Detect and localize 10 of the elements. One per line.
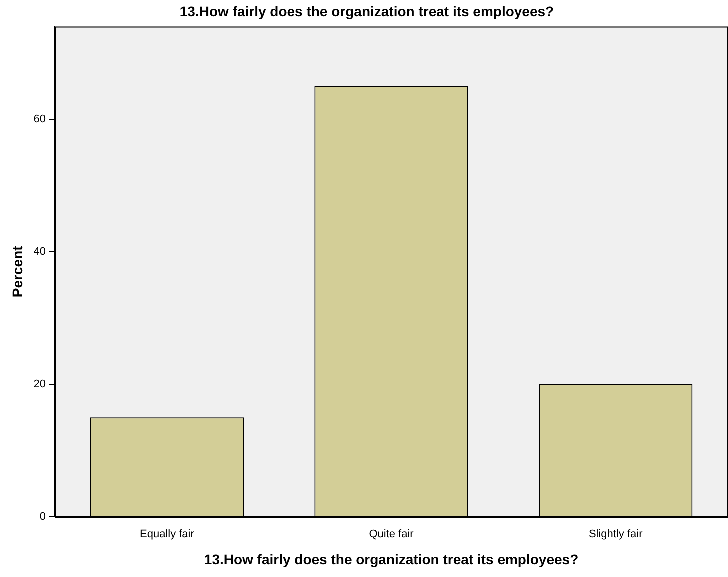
y-tick-label: 20 bbox=[34, 378, 46, 391]
x-axis-title: 13.How fairly does the organization treat its employees? bbox=[204, 551, 579, 568]
y-tick-label: 60 bbox=[34, 114, 46, 126]
chart-title: 13.How fairly does the organization treat its employees? bbox=[180, 3, 554, 20]
y-tick-label: 0 bbox=[40, 511, 46, 524]
x-tick-label: Slightly fair bbox=[588, 528, 644, 541]
x-tick-label: Quite fair bbox=[369, 528, 414, 541]
x-tick-label: Equally fair bbox=[140, 528, 195, 541]
y-axis-title: Percent bbox=[9, 246, 26, 298]
y-tick-label: 40 bbox=[34, 246, 46, 258]
